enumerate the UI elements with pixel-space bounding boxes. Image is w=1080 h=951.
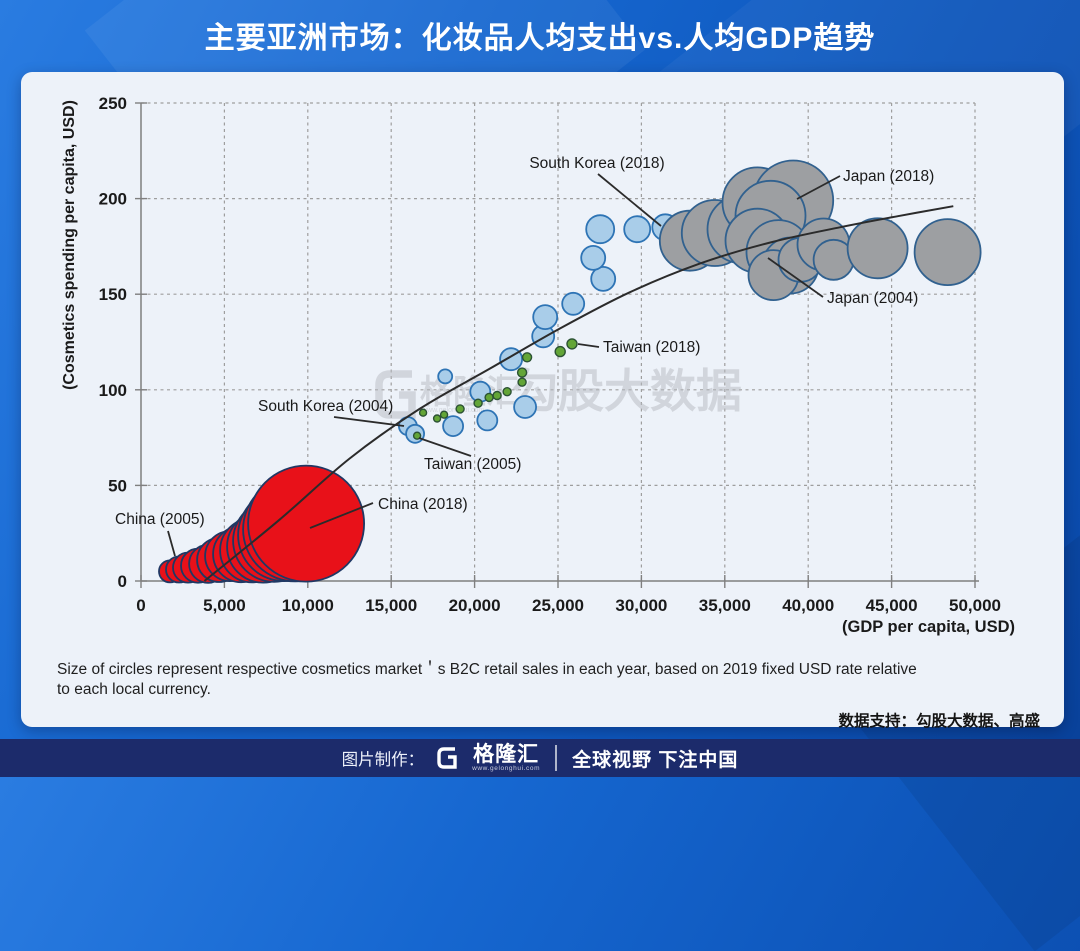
annotation-japan-2018: Japan (2018) [796,168,934,200]
bubble-south-korea [476,409,499,432]
bubble-taiwan [455,404,465,414]
annotation-pointer-line [309,502,374,529]
annotation-label: Japan (2004) [827,290,918,307]
watermark-brand-url: www.gelonghui.com [421,407,484,414]
bubble-south-korea [437,368,454,385]
x-tick-label: 20,000 [449,596,501,615]
bubble-japan [846,217,909,280]
bubble-taiwan [418,408,428,417]
y-tick-label: 0 [118,572,127,591]
annotation-label: South Korea (2018) [529,155,664,172]
annotation-pointer-line [796,175,841,200]
x-tick-label: 15,000 [365,596,417,615]
bubble-south-korea [442,415,465,438]
chart-card: 格隆汇 www.gelonghui.com 勾股大数据 South Korea … [21,72,1064,730]
annotation-pointer-line [167,530,176,557]
annotation-label: South Korea (2004) [258,398,393,415]
footer-divider [555,745,558,771]
annotation-label: Taiwan (2005) [424,456,521,473]
bubble-taiwan [473,398,483,408]
bubble-taiwan [432,414,442,423]
annotation-label: Japan (2018) [843,168,934,185]
y-tick-label: 200 [99,190,127,209]
page-title: 主要亚洲市场：化妆品人均支出vs.人均GDP趋势 [204,22,876,55]
bubble-china [247,464,366,583]
watermark-name: 勾股大数据 [512,365,742,417]
brand-name: 格隆汇 [473,742,540,766]
series-taiwan [412,338,578,440]
bubble-taiwan [521,352,533,363]
bubble-taiwan [554,345,566,358]
y-tick-label: 250 [99,94,127,113]
bubble-south-korea [585,214,616,245]
gelonghui-logo-icon [437,747,457,769]
annotation-china-2005: China (2005) [115,511,205,557]
annotation-taiwan-2018: Taiwan (2018) [577,339,700,356]
brand-url: www.gelonghui.com [472,764,541,772]
annotation-label: China (2018) [378,496,468,513]
bubble-taiwan [516,367,528,378]
made-by-label: 图片制作： [341,751,425,769]
footnote-line2: to each local currency. [57,681,211,699]
bubble-south-korea [513,395,537,419]
footnote-line1: Size of circles represent respective cos… [57,661,917,678]
annotation-pointer-line [597,173,662,227]
bubble-taiwan [484,392,494,403]
bubble-taiwan [492,390,502,401]
footnote: Size of circles represent respective cos… [57,660,1007,701]
watermark-g-icon [375,370,416,419]
annotation-south-korea-2004: South Korea (2004) [258,398,405,427]
x-tick-label: 45,000 [866,596,918,615]
bubble-taiwan [412,431,422,440]
bubble-chart: 格隆汇 www.gelonghui.com 勾股大数据 South Korea … [61,94,1015,636]
x-tick-label: 50,000 [949,596,1001,615]
annotation-pointer-line [418,437,472,457]
y-tick-label: 50 [108,476,127,495]
annotation-label: China (2005) [115,511,205,528]
x-axis-label: (GDP per capita, USD) [842,618,1015,636]
annotation-japan-2004: Japan (2004) [767,257,918,307]
watermark: 格隆汇 www.gelonghui.com 勾股大数据 [375,365,742,419]
bubble-taiwan [566,338,578,350]
annotation-taiwan-2005: Taiwan (2005) [418,437,521,473]
bubble-south-korea [532,304,559,331]
x-tick-label: 0 [136,596,145,615]
x-tick-label: 25,000 [532,596,584,615]
y-axis-label: (Cosmetics spending per capita, USD) [61,100,78,390]
bubble-taiwan [517,377,527,387]
annotation-south-korea-2018: South Korea (2018) [529,155,665,227]
annotation-pointer-line [577,343,600,348]
bubble-taiwan [502,387,512,397]
support-credit: 数据支持：勾股大数据、高盛 [838,713,1040,730]
x-tick-label: 40,000 [782,596,834,615]
bubble-south-korea [561,291,586,316]
annotation-china-2018: China (2018) [309,496,468,529]
annotation-label: Taiwan (2018) [603,339,700,356]
x-tick-label: 35,000 [699,596,751,615]
footer-slogan: 全球视野 下注中国 [572,749,739,771]
bubble-south-korea [580,244,607,271]
y-tick-label: 150 [99,285,127,304]
x-tick-label: 10,000 [282,596,334,615]
trend-line [203,205,954,582]
series-china [158,464,366,584]
footer-brand: 格隆汇 www.gelonghui.com [472,744,540,773]
footer-bar: 图片制作： 格隆汇 www.gelonghui.com 全球视野 下注中国 [0,739,1080,777]
x-tick-label: 5,000 [203,596,246,615]
annotation-pointer-line [767,257,824,298]
bubble-taiwan [439,410,449,419]
annotation-pointer-line [333,416,405,427]
bubble-japan [913,218,982,287]
bubble-south-korea [623,215,652,244]
x-tick-label: 30,000 [615,596,667,615]
bubble-south-korea [590,265,617,292]
y-tick-label: 100 [99,381,127,400]
